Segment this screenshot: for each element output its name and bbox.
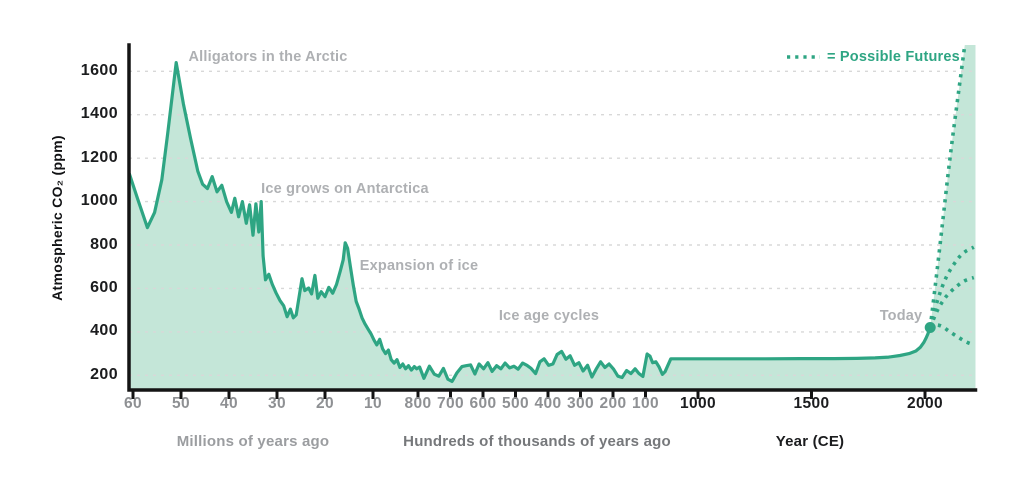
x-tick-label: 50: [171, 395, 191, 412]
annotation-today: Today: [879, 308, 923, 324]
x-tick-label: 300: [566, 395, 595, 412]
x-tick-label: 1500: [793, 395, 830, 412]
axis-label-year-ce: Year (CE): [775, 433, 845, 450]
annotation-ice-grows-on-antarctica: Ice grows on Antarctica: [261, 181, 429, 197]
x-tick-label: 500: [501, 395, 530, 412]
co2-history-line: [129, 61, 932, 383]
y-tick-label: 1000: [80, 192, 118, 210]
x-tick-label: 1000: [679, 395, 717, 412]
possible-future-high: [928, 245, 975, 328]
possible-future-low: [929, 323, 975, 347]
legend-label: = Possible Futures: [827, 49, 960, 65]
x-tick-label: 600: [469, 395, 497, 412]
y-tick-label: 400: [90, 322, 118, 340]
co2-area-fill: [129, 45, 976, 390]
x-tick-label: 30: [267, 395, 287, 412]
x-tick-label: 2000: [906, 395, 944, 412]
x-tick-label: 400: [534, 395, 562, 412]
axis-label-millions-of-years-ago: Millions of years ago: [176, 433, 330, 450]
x-tick-label: 40: [219, 395, 239, 412]
annotation-alligators-in-the-arctic: Alligators in the Arctic: [188, 49, 348, 65]
x-tick-label: 20: [315, 395, 335, 412]
y-tick-label: 1600: [80, 61, 118, 79]
dotted-line-icon: [787, 55, 820, 59]
x-tick-label: 200: [599, 395, 627, 412]
y-tick-label: 1200: [80, 148, 118, 166]
x-tick-label: 800: [404, 395, 432, 412]
x-tick-label: 10: [363, 395, 383, 412]
y-tick-label: 1400: [80, 105, 118, 123]
x-tick-label: 60: [123, 395, 143, 412]
annotation-expansion-of-ice: Expansion of ice: [359, 258, 479, 274]
legend-possible-futures: = Possible Futures: [786, 49, 960, 65]
y-tick-label: 800: [90, 235, 118, 253]
annotation-ice-age-cycles: Ice age cycles: [498, 308, 600, 324]
y-tick-label: 200: [90, 365, 118, 383]
y-tick-label: 600: [90, 278, 118, 296]
today-dot: [924, 322, 936, 333]
axes: [127, 43, 978, 392]
possible-future-medium: [928, 275, 975, 329]
x-tick-label: 100: [631, 395, 660, 412]
axis-label-hundreds-of-thousands-of-years-ago: Hundreds of thousands of years ago: [403, 433, 671, 450]
x-tick-label: 700: [436, 395, 465, 412]
